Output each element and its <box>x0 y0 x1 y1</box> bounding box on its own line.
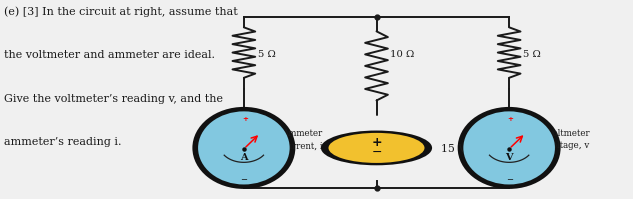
Text: Ammeter: Ammeter <box>282 129 322 138</box>
Ellipse shape <box>192 107 296 189</box>
Text: Give the voltmeter’s reading v, and the: Give the voltmeter’s reading v, and the <box>4 94 223 103</box>
Text: the voltmeter and ammeter are ideal.: the voltmeter and ammeter are ideal. <box>4 50 215 60</box>
Text: (e) [3] In the circuit at right, assume that: (e) [3] In the circuit at right, assume … <box>4 7 237 17</box>
Text: 10 Ω: 10 Ω <box>391 50 415 59</box>
Text: −: − <box>241 175 248 184</box>
Ellipse shape <box>463 111 555 184</box>
Text: +: + <box>242 116 248 122</box>
Text: 5 Ω: 5 Ω <box>523 50 541 59</box>
Text: 5 Ω: 5 Ω <box>258 50 275 59</box>
Circle shape <box>329 133 425 163</box>
Ellipse shape <box>198 111 290 184</box>
Ellipse shape <box>458 107 561 189</box>
Text: V: V <box>505 153 513 162</box>
Text: −: − <box>371 146 382 159</box>
Text: A: A <box>240 153 248 162</box>
Text: −: − <box>506 175 513 184</box>
Text: Voltmeter: Voltmeter <box>547 129 590 138</box>
Text: 15 V: 15 V <box>441 144 466 154</box>
Text: +: + <box>508 116 513 122</box>
Text: voltage, v: voltage, v <box>547 141 589 150</box>
Circle shape <box>321 131 432 165</box>
Text: ammeter’s reading i.: ammeter’s reading i. <box>4 137 122 147</box>
Text: +: + <box>371 136 382 149</box>
Text: current, i: current, i <box>282 141 322 150</box>
